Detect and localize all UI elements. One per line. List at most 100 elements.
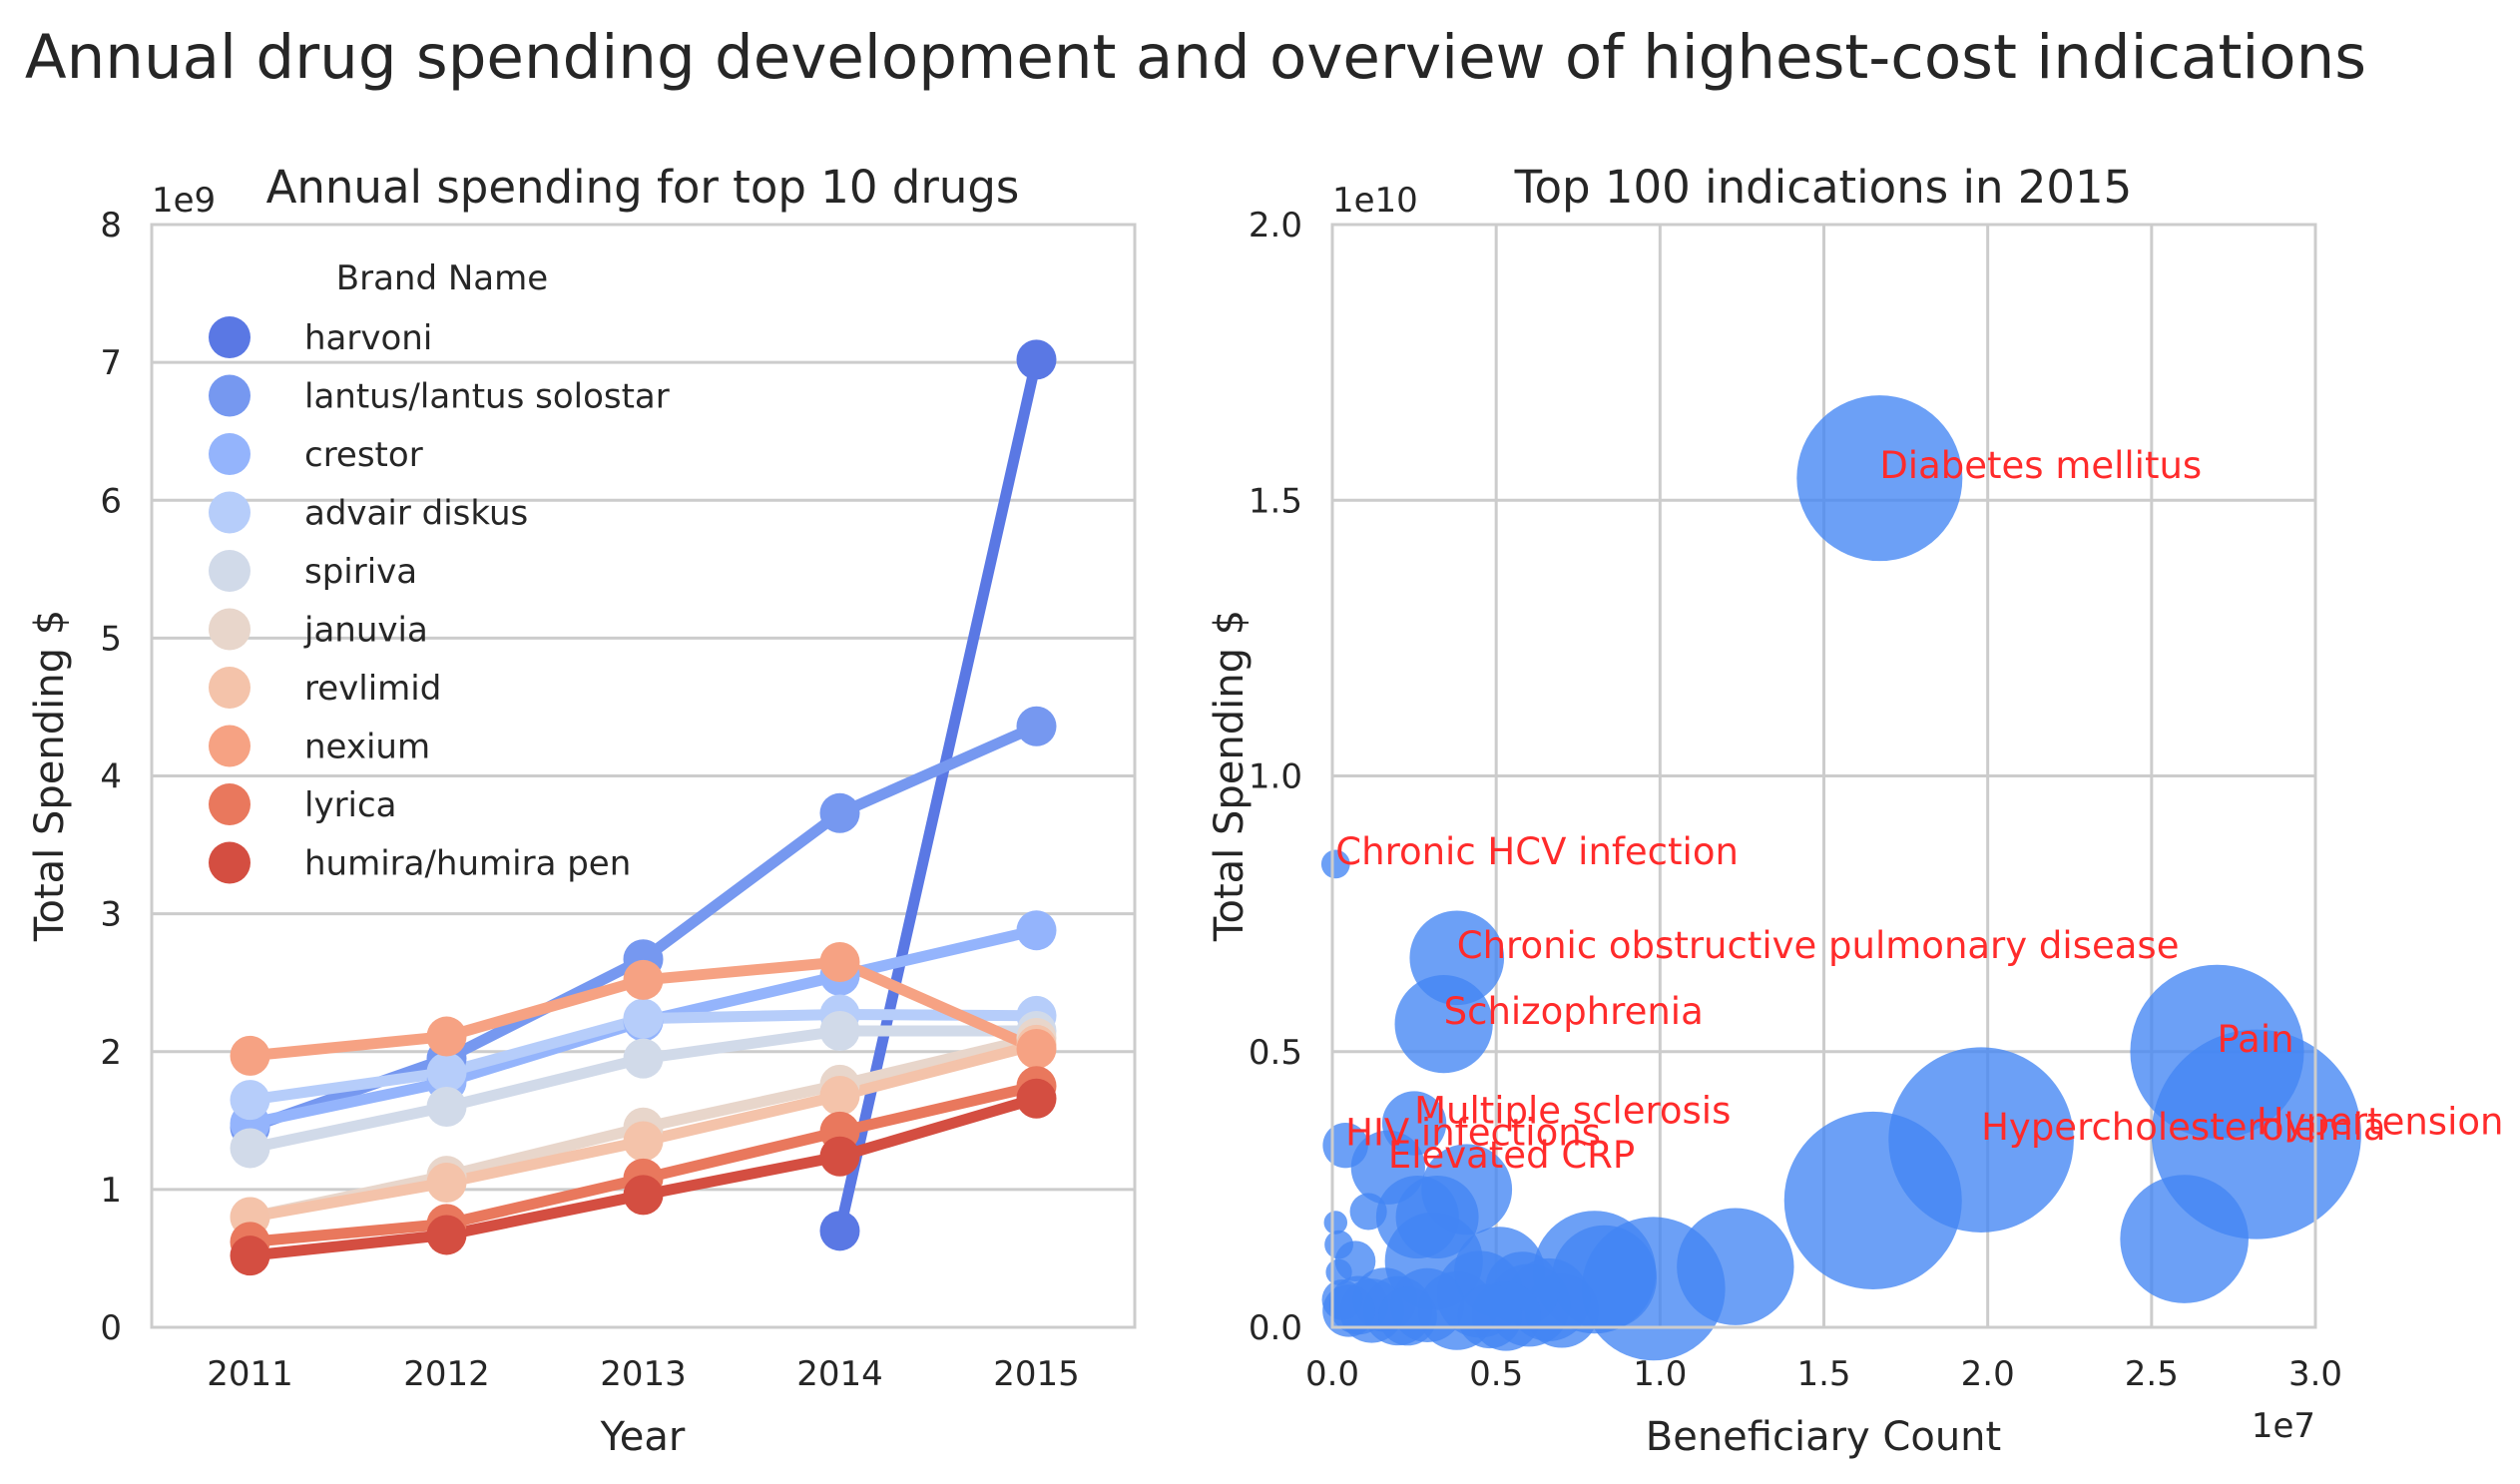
right-y-tick-label: 1.0 xyxy=(1249,757,1302,797)
legend-entry-label: nexium xyxy=(304,728,430,767)
left-y-tick-label: 0 xyxy=(100,1308,122,1348)
right-x-tick-label: 2.0 xyxy=(1961,1354,2015,1394)
series-point xyxy=(426,1162,467,1203)
legend-entry-label: crestor xyxy=(304,435,423,475)
right-x-tick-label: 2.5 xyxy=(2125,1354,2179,1394)
right-x-tick-label: 3.0 xyxy=(2288,1354,2342,1394)
right-x-axis-label: Beneficiary Count xyxy=(1646,1414,2001,1460)
legend-marker xyxy=(209,783,251,825)
bubble xyxy=(2120,1175,2249,1303)
legend-marker xyxy=(209,316,251,358)
series-point xyxy=(230,1128,270,1169)
left-x-tick-label: 2012 xyxy=(403,1354,490,1394)
series-point xyxy=(230,1080,270,1121)
right-y-tick-label: 2.0 xyxy=(1249,206,1302,246)
left-y-tick-label: 4 xyxy=(100,757,122,797)
left-y-tick-label: 2 xyxy=(100,1033,122,1073)
legend-entry-label: advair diskus xyxy=(304,494,528,534)
series-point xyxy=(1016,1078,1057,1119)
left-x-tick-label: 2014 xyxy=(796,1354,883,1394)
right-x-tick-label: 1.5 xyxy=(1796,1354,1850,1394)
legend-entry-label: humira/humira pen xyxy=(304,844,631,884)
bubble xyxy=(1323,1211,1348,1235)
bubble-annotation: Schizophrenia xyxy=(1444,990,1704,1033)
legend-marker xyxy=(209,433,251,475)
series-point xyxy=(230,1236,270,1276)
left-y-tick-label: 8 xyxy=(100,206,122,246)
series-point xyxy=(1016,339,1057,380)
left-x-axis-label: Year xyxy=(600,1414,686,1460)
left-y-tick-label: 5 xyxy=(100,619,122,659)
series-point xyxy=(230,1035,270,1076)
legend-marker xyxy=(209,491,251,534)
left-axes-frame xyxy=(150,223,1137,1329)
series-point xyxy=(426,1016,467,1057)
figure-title: Annual drug spending development and ove… xyxy=(25,22,2366,93)
right-y-axis-offset: 1e10 xyxy=(1332,181,1418,221)
right-chart-title: Top 100 indications in 2015 xyxy=(1514,161,2133,214)
legend-entry-label: spiriva xyxy=(304,552,417,592)
right-x-tick-label: 0.5 xyxy=(1469,1354,1523,1394)
series-point xyxy=(819,1011,860,1052)
series-point xyxy=(426,1052,467,1093)
right-y-tick-label: 1.5 xyxy=(1249,481,1302,521)
legend-title: Brand Name xyxy=(336,258,548,298)
bubble xyxy=(2130,964,2304,1139)
bubble xyxy=(1378,1286,1437,1346)
right-x-tick-label: 1.0 xyxy=(1633,1354,1687,1394)
bubble xyxy=(1349,1193,1387,1231)
bubble-annotation: Pain xyxy=(2218,1018,2294,1061)
legend-entry-label: januvia xyxy=(303,611,428,651)
right-y-tick-label: 0.5 xyxy=(1249,1033,1302,1073)
legend-marker xyxy=(209,550,251,592)
series-point xyxy=(426,1215,467,1255)
series-point xyxy=(1016,910,1057,951)
bubble-annotation: Multiple sclerosis xyxy=(1414,1090,1731,1133)
right-y-tick-label: 0.0 xyxy=(1249,1308,1302,1348)
legend-marker xyxy=(209,841,251,884)
bubble xyxy=(1324,1230,1353,1259)
bubble-annotation: Elevated CRP xyxy=(1388,1134,1635,1177)
bubble xyxy=(1783,1111,1962,1289)
series-point xyxy=(623,1175,664,1216)
bubble xyxy=(1409,910,1505,1006)
bubble-annotation: Chronic HCV infection xyxy=(1335,830,1739,873)
bubble-annotation: Chronic obstructive pulmonary disease xyxy=(1457,924,2180,967)
left-y-tick-label: 1 xyxy=(100,1171,122,1211)
series-point xyxy=(1016,1028,1057,1069)
right-y-axis-label: Total Spending $ xyxy=(1207,610,1253,942)
bubble-annotation: Hypertension xyxy=(2257,1101,2504,1144)
bubble xyxy=(1321,1279,1363,1320)
series-point xyxy=(623,998,664,1039)
bubble xyxy=(1325,1258,1352,1285)
left-y-tick-label: 3 xyxy=(100,895,122,935)
legend-marker xyxy=(209,608,251,651)
bubble xyxy=(1677,1208,1794,1325)
bubble-annotation: HIV infections xyxy=(1345,1112,1601,1155)
series-point xyxy=(819,1211,860,1251)
bubble-annotation: Hypercholesterolemia xyxy=(1981,1106,2385,1149)
line-chart: 0 1 2 3 4 5 6 7 8 2011 2012 2013 2014 2015 Annual spe… xyxy=(27,161,1137,1460)
left-y-tick-label: 6 xyxy=(100,481,122,521)
series-point xyxy=(623,1121,664,1162)
left-y-tick-label: 7 xyxy=(100,343,122,383)
legend-marker xyxy=(209,667,251,709)
legend-entry-label: lyrica xyxy=(304,785,397,825)
right-x-tick-label: 0.0 xyxy=(1305,1354,1359,1394)
left-x-tick-label: 2013 xyxy=(600,1354,687,1394)
bubble xyxy=(1322,1122,1368,1169)
left-x-tick-label: 2015 xyxy=(993,1354,1080,1394)
bubble xyxy=(1796,395,1963,562)
series-point xyxy=(819,1075,860,1116)
series-point xyxy=(623,1038,664,1079)
left-chart-title: Annual spending for top 10 drugs xyxy=(266,161,1020,214)
legend-entry-label: harvoni xyxy=(304,318,432,358)
series-point xyxy=(426,1087,467,1127)
left-legend: Brand Name harvoni lantus/lantus solostar… xyxy=(209,258,670,884)
bubble xyxy=(1381,1091,1447,1156)
left-x-tick-label: 2011 xyxy=(207,1354,293,1394)
legend-marker xyxy=(209,374,251,417)
right-x-axis-offset: 1e7 xyxy=(2252,1406,2315,1446)
bubble xyxy=(1320,849,1350,879)
